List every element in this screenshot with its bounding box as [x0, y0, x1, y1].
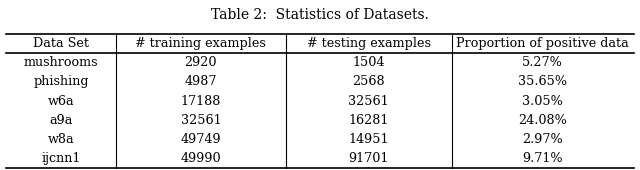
- Text: 2.97%: 2.97%: [522, 133, 563, 146]
- Text: 4987: 4987: [184, 75, 217, 88]
- Text: mushrooms: mushrooms: [24, 56, 99, 69]
- Text: 24.08%: 24.08%: [518, 114, 567, 127]
- Text: 17188: 17188: [180, 95, 221, 108]
- Text: 91701: 91701: [348, 152, 388, 165]
- Text: # testing examples: # testing examples: [307, 37, 431, 50]
- Text: 14951: 14951: [348, 133, 389, 146]
- Text: 32561: 32561: [180, 114, 221, 127]
- Text: 49749: 49749: [180, 133, 221, 146]
- Text: a9a: a9a: [49, 114, 73, 127]
- Text: 35.65%: 35.65%: [518, 75, 567, 88]
- Text: 16281: 16281: [348, 114, 388, 127]
- Text: 32561: 32561: [348, 95, 389, 108]
- Text: Data Set: Data Set: [33, 37, 90, 50]
- Text: 49990: 49990: [180, 152, 221, 165]
- Text: Proportion of positive data: Proportion of positive data: [456, 37, 629, 50]
- Text: 9.71%: 9.71%: [522, 152, 563, 165]
- Text: 3.05%: 3.05%: [522, 95, 563, 108]
- Text: w8a: w8a: [48, 133, 75, 146]
- Text: 1504: 1504: [353, 56, 385, 69]
- Text: 2920: 2920: [184, 56, 217, 69]
- Text: 2568: 2568: [352, 75, 385, 88]
- Text: 5.27%: 5.27%: [522, 56, 563, 69]
- Text: w6a: w6a: [48, 95, 75, 108]
- Text: ijcnn1: ijcnn1: [42, 152, 81, 165]
- Text: Table 2:  Statistics of Datasets.: Table 2: Statistics of Datasets.: [211, 8, 429, 22]
- Text: # training examples: # training examples: [136, 37, 266, 50]
- Text: phishing: phishing: [33, 75, 89, 88]
